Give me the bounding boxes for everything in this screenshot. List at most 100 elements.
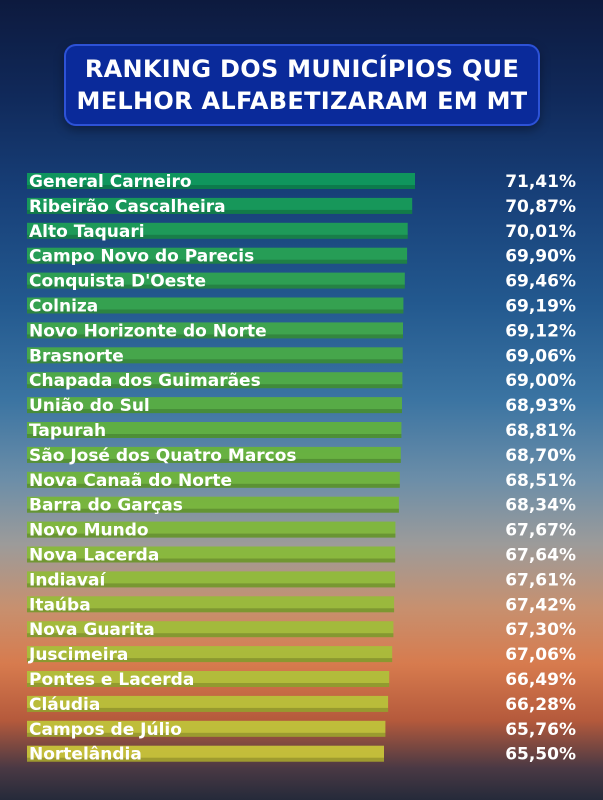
bar xyxy=(27,546,396,563)
value-label: 67,06% xyxy=(505,645,576,665)
bar xyxy=(27,322,403,339)
bar-shadow xyxy=(27,483,400,488)
value-label: 67,30% xyxy=(505,620,576,640)
bar-shadow xyxy=(27,633,394,638)
bar-shadow xyxy=(27,334,403,339)
value-label: 68,34% xyxy=(505,496,576,516)
bar xyxy=(27,471,400,488)
value-label: 69,00% xyxy=(505,371,576,391)
bar-shadow xyxy=(27,533,396,538)
category-label: Nova Guarita xyxy=(29,620,155,640)
bar-shadow xyxy=(27,359,403,364)
bar-shadow xyxy=(27,434,402,438)
bar-shadow xyxy=(27,185,415,189)
value-label: 67,42% xyxy=(505,595,576,615)
bar xyxy=(27,720,386,737)
category-label: Brasnorte xyxy=(29,346,124,366)
bar-shadow xyxy=(27,683,390,687)
value-label: 65,76% xyxy=(505,720,576,740)
category-label: Nova Canaã do Norte xyxy=(29,471,232,491)
value-label: 68,51% xyxy=(505,471,576,491)
value-label: 66,49% xyxy=(505,670,576,690)
category-label: General Carneiro xyxy=(29,172,192,192)
bar-shadow xyxy=(27,458,401,463)
bar xyxy=(27,347,403,364)
category-label: Chapada dos Guimarães xyxy=(29,371,261,391)
category-label: Novo Horizonte do Norte xyxy=(29,321,267,341)
category-label: Juscimeira xyxy=(28,645,128,665)
category-label: Nortelândia xyxy=(29,745,142,765)
bar-shadow xyxy=(27,558,396,563)
bar-shadow xyxy=(27,309,404,314)
bar xyxy=(27,197,413,214)
category-label: Pontes e Lacerda xyxy=(29,670,194,690)
category-label: Campo Novo do Parecis xyxy=(29,247,254,267)
bar xyxy=(27,496,399,513)
value-label: 65,50% xyxy=(505,745,576,765)
category-label: Cláudia xyxy=(29,695,100,715)
value-label: 69,46% xyxy=(505,272,576,292)
value-label: 70,87% xyxy=(505,197,576,217)
bar xyxy=(27,173,415,189)
bar xyxy=(27,372,403,389)
category-label: Itaúba xyxy=(29,595,91,615)
title-banner: RANKING DOS MUNICÍPIOS QUE MELHOR ALFABE… xyxy=(64,44,540,126)
bar-shadow xyxy=(27,284,405,289)
bar xyxy=(27,297,404,314)
bar-shadow xyxy=(27,658,393,663)
bar-shadow xyxy=(27,757,384,762)
value-label: 66,28% xyxy=(505,695,576,715)
category-label: Indiavaí xyxy=(29,570,106,590)
bar-shadow xyxy=(27,409,402,414)
bar xyxy=(27,446,401,463)
bar xyxy=(27,621,394,638)
value-label: 68,81% xyxy=(505,421,576,441)
bar-shadow xyxy=(27,508,399,513)
bar-shadow xyxy=(27,234,408,239)
title-line-1: RANKING DOS MUNICÍPIOS QUE xyxy=(84,55,520,83)
bar-shadow xyxy=(27,707,389,712)
value-label: 69,12% xyxy=(505,321,576,341)
category-label: Novo Mundo xyxy=(29,521,149,541)
value-label: 68,70% xyxy=(505,446,576,466)
bar xyxy=(27,222,408,239)
bar xyxy=(27,247,408,264)
value-label: 67,64% xyxy=(505,546,576,566)
value-label: 67,61% xyxy=(505,570,576,590)
bar xyxy=(27,671,390,687)
value-label: 69,06% xyxy=(505,346,576,366)
category-label: Conquista D'Oeste xyxy=(29,272,206,292)
category-label: Ribeirão Cascalheira xyxy=(29,197,226,217)
title-line-2: MELHOR ALFABETIZARAM EM MT xyxy=(76,87,528,115)
bar xyxy=(27,422,402,438)
category-label: Colniza xyxy=(29,297,98,317)
bar xyxy=(27,646,393,663)
bar xyxy=(27,397,402,414)
value-label: 69,90% xyxy=(505,247,576,267)
value-label: 67,67% xyxy=(505,521,576,541)
value-label: 69,19% xyxy=(505,297,576,317)
category-label: União do Sul xyxy=(29,396,150,416)
value-label: 70,01% xyxy=(505,222,576,242)
category-label: Nova Lacerda xyxy=(29,546,159,566)
bar xyxy=(27,596,395,613)
bar xyxy=(27,571,396,588)
bar-shadow xyxy=(27,259,408,264)
category-label: São José dos Quatro Marcos xyxy=(29,446,297,466)
bar-shadow xyxy=(27,384,403,389)
category-label: Barra do Garças xyxy=(29,496,183,516)
bar-shadow xyxy=(27,583,396,588)
bar-shadow xyxy=(27,732,386,737)
bar-shadow xyxy=(27,608,395,613)
category-label: Campos de Júlio xyxy=(29,720,182,740)
bar xyxy=(27,521,396,538)
value-label: 71,41% xyxy=(505,172,576,192)
bar-shadow xyxy=(27,209,413,214)
bar xyxy=(27,272,405,289)
bar xyxy=(27,695,389,712)
value-label: 68,93% xyxy=(505,396,576,416)
category-label: Alto Taquari xyxy=(29,222,145,242)
category-label: Tapurah xyxy=(29,421,106,441)
bar xyxy=(27,745,384,762)
